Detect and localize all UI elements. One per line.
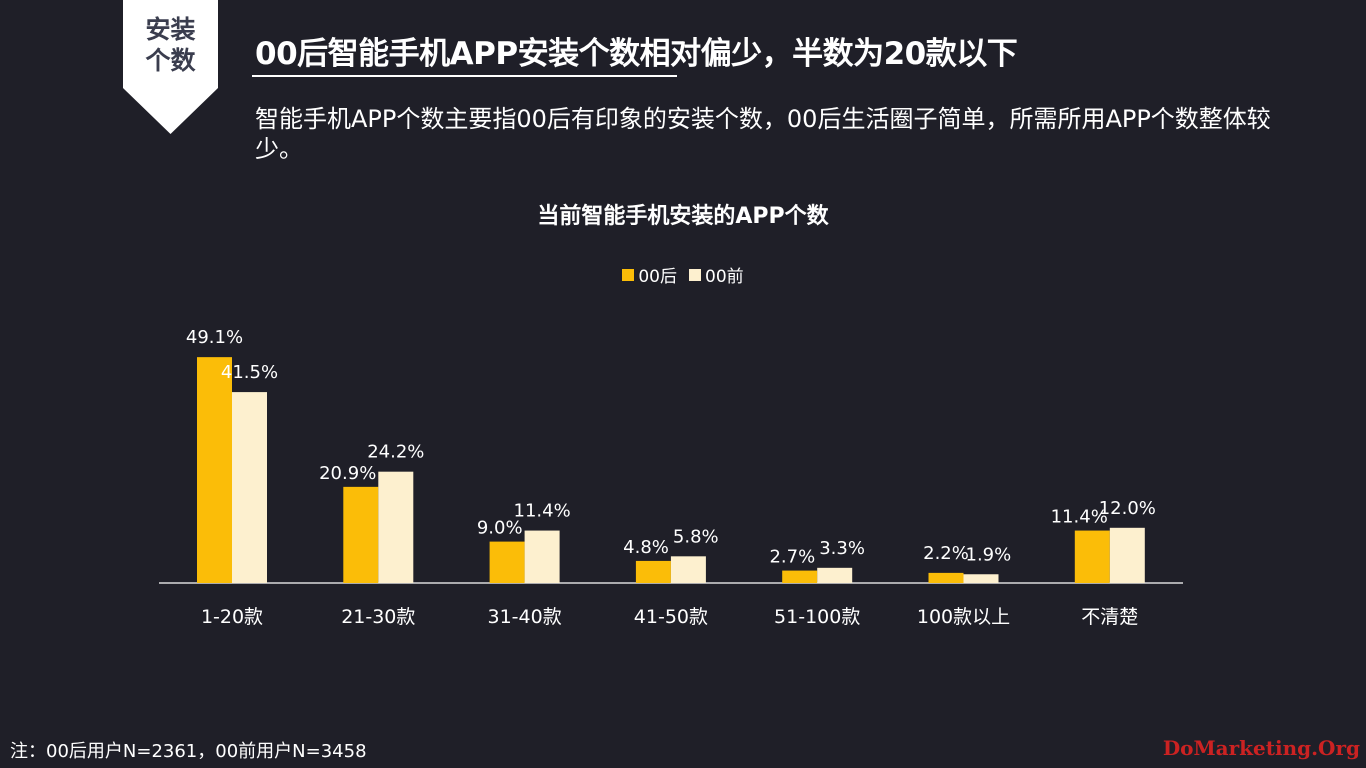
watermark-logo: DoMarketing.Org	[1162, 736, 1360, 760]
x-tick-label-6: 不清楚	[1081, 606, 1138, 628]
page-subtitle: 智能手机APP个数主要指00后有印象的安装个数，00后生活圈子简单，所需所用AP…	[255, 105, 1271, 163]
badge-shape	[123, 0, 218, 134]
section-badge: 安装 个数	[123, 0, 218, 134]
bar-s1-4	[817, 567, 853, 583]
bar-label-s1-6: 12.0%	[1099, 498, 1156, 519]
x-tick-label-5: 100款以上	[917, 606, 1010, 628]
bar-label-s0-1: 20.9%	[319, 463, 376, 484]
legend-label-00qian: 00前	[705, 267, 744, 287]
legend-label-00hou: 00后	[638, 267, 677, 287]
bar-s0-2	[489, 541, 525, 583]
bar-label-s1-2: 11.4%	[514, 501, 571, 522]
x-tick-label-2: 31-40款	[487, 606, 561, 628]
x-tick-label-1: 21-30款	[341, 606, 415, 628]
x-tick-label-4: 51-100款	[774, 606, 860, 628]
bar-s1-0	[232, 392, 267, 583]
bar-label-s1-3: 5.8%	[673, 526, 719, 547]
bar-s0-6	[1074, 530, 1110, 583]
badge-line-2: 个数	[145, 46, 196, 75]
bar-s0-0	[197, 357, 232, 583]
bar-s0-3	[635, 560, 671, 583]
bar-label-s1-1: 24.2%	[367, 442, 424, 463]
legend-item-00qian: 00前	[689, 262, 744, 287]
chart-legend: 00后 00前	[0, 262, 1366, 287]
legend-item-00hou: 00后	[622, 262, 677, 287]
bar-s1-2	[524, 530, 560, 583]
bar-s0-4	[782, 570, 818, 583]
bar-s0-1	[343, 486, 379, 583]
page-title: 00后智能手机APP安装个数相对偏少，半数为20款以下	[255, 36, 1018, 72]
sample-size-note: 注：00后用户N=2361，00前用户N=3458	[10, 741, 367, 762]
x-tick-label-3: 41-50款	[634, 606, 708, 628]
x-tick-label-0: 1-20款	[201, 606, 263, 628]
bar-label-s1-4: 3.3%	[819, 538, 865, 559]
bar-s1-1	[378, 471, 414, 583]
badge-line-1: 安装	[145, 15, 196, 44]
bar-label-s0-6: 11.4%	[1051, 507, 1108, 528]
bar-s1-6	[1109, 527, 1145, 583]
legend-swatch-00hou	[622, 268, 635, 281]
bar-s1-3	[670, 556, 706, 583]
bar-label-s0-0: 49.1%	[186, 327, 243, 348]
chart-title: 当前智能手机安装的APP个数	[537, 204, 829, 229]
title-underline	[252, 75, 677, 77]
bar-label-s0-3: 4.8%	[623, 537, 669, 558]
bar-s0-5	[928, 572, 964, 583]
legend-swatch-00qian	[689, 268, 701, 281]
bar-label-s0-2: 9.0%	[477, 518, 523, 539]
bar-label-s1-5: 1.9%	[966, 544, 1012, 565]
bar-label-s1-0: 41.5%	[221, 362, 278, 383]
bar-s1-5	[963, 574, 999, 583]
bar-label-s0-4: 2.7%	[769, 547, 815, 568]
bar-label-s0-5: 2.2%	[923, 543, 969, 564]
